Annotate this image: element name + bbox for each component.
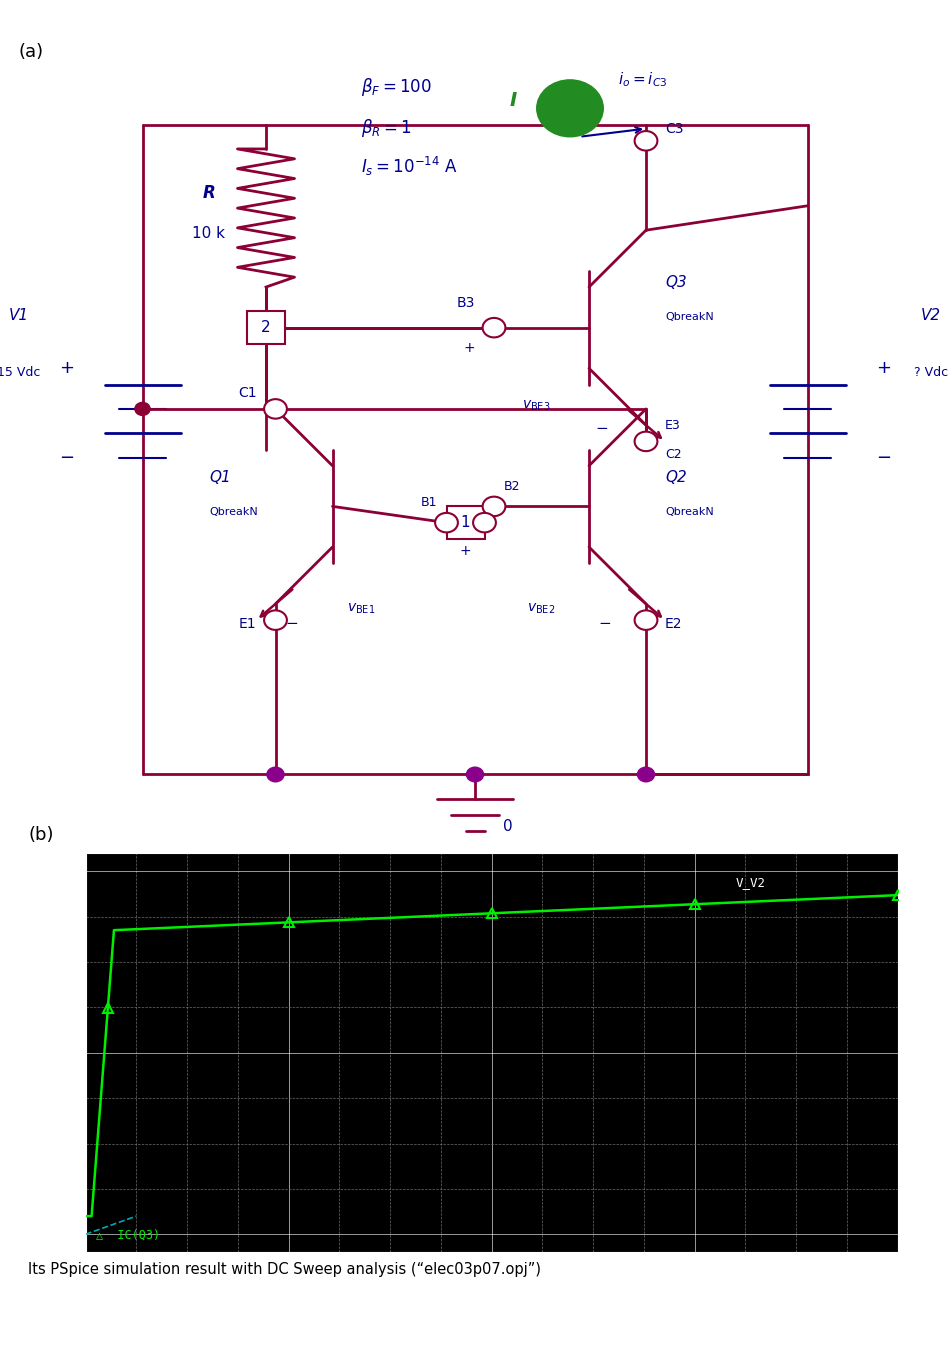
Text: QbreakN: QbreakN <box>665 311 713 321</box>
Text: −: − <box>596 421 608 436</box>
Text: B1: B1 <box>421 497 437 509</box>
Text: 2: 2 <box>261 320 271 336</box>
Text: △  IC(Q3): △ IC(Q3) <box>96 1229 160 1242</box>
Text: 0: 0 <box>504 819 513 834</box>
Text: (a): (a) <box>19 43 44 61</box>
Text: +: + <box>59 359 74 378</box>
Text: +: + <box>876 359 891 378</box>
Text: $\beta_R = 1$: $\beta_R = 1$ <box>361 116 411 138</box>
Text: B2: B2 <box>504 481 520 493</box>
Text: $\beta_F = 100$: $\beta_F = 100$ <box>361 76 432 97</box>
Text: 10 k: 10 k <box>193 226 225 241</box>
Text: −: − <box>59 448 74 467</box>
Text: 15 Vdc: 15 Vdc <box>0 367 41 379</box>
Circle shape <box>435 513 458 532</box>
Text: QbreakN: QbreakN <box>209 506 257 516</box>
Text: +: + <box>464 341 475 355</box>
Circle shape <box>635 611 657 630</box>
Text: Q2: Q2 <box>665 470 687 485</box>
Text: ? Vdc: ? Vdc <box>914 367 948 379</box>
Text: $v_{\mathrm{BE3}}$: $v_{\mathrm{BE3}}$ <box>522 399 551 413</box>
Text: E3: E3 <box>665 420 681 432</box>
Text: E2: E2 <box>665 617 682 631</box>
Text: C2: C2 <box>665 448 682 460</box>
Circle shape <box>635 432 657 451</box>
Circle shape <box>473 513 496 532</box>
Circle shape <box>264 611 287 630</box>
Text: C3: C3 <box>665 122 683 135</box>
Text: V_V2: V_V2 <box>735 876 766 888</box>
Circle shape <box>537 80 603 137</box>
Text: −: − <box>598 616 611 631</box>
Text: Wilson current mirror: Wilson current mirror <box>379 904 571 922</box>
Text: $v_{\mathrm{BE2}}$: $v_{\mathrm{BE2}}$ <box>527 603 556 616</box>
Text: −: − <box>876 448 891 467</box>
Text: Q3: Q3 <box>665 275 687 290</box>
FancyBboxPatch shape <box>247 311 285 344</box>
Text: −: − <box>285 616 297 631</box>
Text: C1: C1 <box>238 386 256 399</box>
Text: +: + <box>460 544 471 558</box>
Text: V1: V1 <box>9 307 29 322</box>
Text: 1: 1 <box>461 515 470 531</box>
Circle shape <box>637 768 655 781</box>
Circle shape <box>135 402 150 416</box>
Text: Its PSpice simulation result with DC Sweep analysis (“elec03p07.opj”): Its PSpice simulation result with DC Swe… <box>28 1262 541 1277</box>
Text: I: I <box>509 91 517 110</box>
Circle shape <box>635 131 657 150</box>
Text: V2: V2 <box>921 307 941 322</box>
Text: E1: E1 <box>238 617 256 631</box>
Circle shape <box>466 768 484 781</box>
Text: $v_{\mathrm{BE1}}$: $v_{\mathrm{BE1}}$ <box>347 603 375 616</box>
Circle shape <box>483 318 505 337</box>
FancyBboxPatch shape <box>446 506 485 539</box>
Text: $I_s = 10^{-14}\ \mathrm{A}$: $I_s = 10^{-14}\ \mathrm{A}$ <box>361 156 458 179</box>
Text: $i_o = i_{C3}$: $i_o = i_{C3}$ <box>618 70 667 88</box>
Text: (b): (b) <box>28 826 54 844</box>
Circle shape <box>264 399 287 418</box>
Text: R: R <box>202 184 216 202</box>
Circle shape <box>267 768 284 781</box>
Text: QbreakN: QbreakN <box>665 506 713 516</box>
Text: Q1: Q1 <box>209 470 231 485</box>
Text: B3: B3 <box>457 297 475 310</box>
Circle shape <box>483 497 505 516</box>
